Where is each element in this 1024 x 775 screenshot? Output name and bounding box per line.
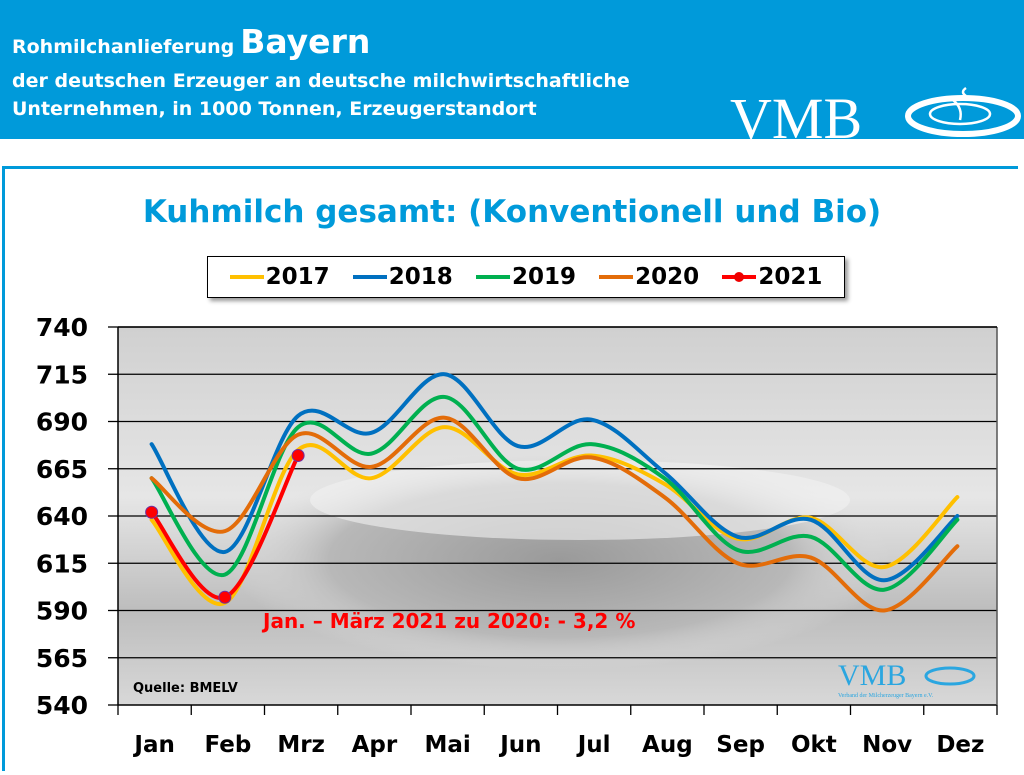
watermark-subtitle: Verband der Milcherzeuger Bayern e.V. (838, 693, 934, 699)
x-tick-label: Sep (716, 732, 765, 758)
vmb-watermark: VMB Verband der Milcherzeuger Bayern e.V… (838, 659, 976, 699)
y-tick-label: 590 (36, 597, 88, 626)
y-tick-label: 690 (36, 408, 88, 437)
legend-swatch (352, 275, 387, 279)
header-region: Bayern (240, 22, 371, 61)
data-point-2021 (218, 590, 232, 604)
header-banner: Rohmilchanlieferung Bayern der deutschen … (0, 0, 1024, 140)
legend-label: 2018 (388, 264, 453, 290)
legend-swatch (229, 275, 264, 279)
y-tick-label: 740 (36, 313, 88, 342)
legend-item-2020: 2020 (599, 264, 699, 290)
header-line2: der deutschen Erzeuger an deutsche milch… (12, 70, 630, 92)
annotation: Jan. – März 2021 zu 2020: - 3,2 % (261, 609, 635, 633)
legend-swatch (722, 272, 757, 282)
header-line3: Unternehmen, in 1000 Tonnen, Erzeugersta… (12, 98, 537, 120)
series-line-2019 (149, 394, 960, 592)
data-point-2021 (145, 505, 159, 519)
x-tick-label: Nov (862, 732, 912, 758)
legend-swatch (599, 275, 634, 279)
vmb-logo: VMB (730, 86, 1021, 140)
x-tick-label: Mai (424, 732, 470, 758)
legend-item-2021: 2021 (722, 264, 822, 290)
svg-text:VMB: VMB (838, 659, 906, 692)
x-tick-label: Feb (204, 732, 251, 758)
y-tick-label: 665 (36, 455, 88, 484)
x-tick-label: Aug (642, 732, 693, 758)
y-tick-label: 640 (36, 502, 88, 531)
header-line1: Rohmilchanlieferung Bayern (12, 22, 370, 61)
x-tick-label: Jan (132, 732, 174, 758)
header-prefix: Rohmilchanlieferung (12, 36, 235, 58)
legend: 2017 2018 2019 2020 2021 (207, 256, 845, 298)
series-line-2020 (149, 415, 960, 613)
y-tick-label: 565 (36, 644, 88, 673)
legend-label: 2019 (511, 264, 576, 290)
data-point-2021 (291, 449, 305, 463)
x-tick-label: Apr (352, 732, 398, 758)
y-tick-label: 540 (36, 691, 88, 720)
x-tick-label: Okt (791, 732, 837, 758)
source-note: Quelle: BMELV (133, 681, 238, 696)
legend-label: 2020 (635, 264, 700, 290)
series-line-2017 (149, 425, 960, 606)
chart-title: Kuhmilch gesamt: (Konventionell und Bio) (142, 194, 882, 230)
y-tick-label: 715 (36, 360, 88, 389)
legend-label: 2017 (265, 264, 330, 290)
x-tick-label: Jul (576, 732, 611, 758)
y-tick-label: 615 (36, 549, 88, 578)
x-tick-label: Dez (936, 732, 984, 758)
svg-text:VMB: VMB (730, 86, 862, 140)
legend-item-2017: 2017 (229, 264, 330, 290)
chart-frame (2, 166, 1018, 771)
legend-item-2019: 2019 (475, 264, 576, 290)
legend-item-2018: 2018 (352, 264, 453, 290)
x-tick-label: Jun (498, 732, 541, 758)
legend-label: 2021 (758, 264, 823, 290)
x-tick-label: Mrz (277, 732, 325, 758)
legend-swatch (475, 275, 510, 279)
